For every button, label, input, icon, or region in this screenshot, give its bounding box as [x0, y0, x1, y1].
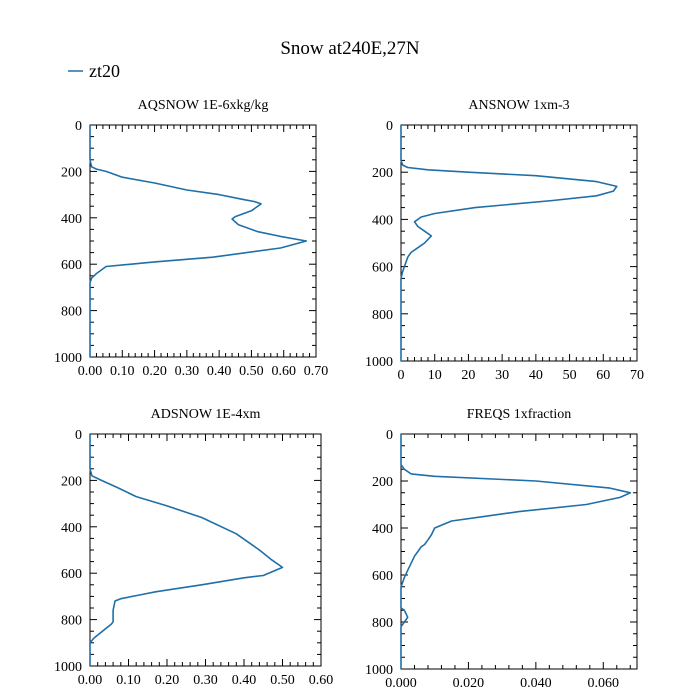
x-tick-label: 0.40 [232, 673, 257, 688]
y-tick-label: 600 [61, 567, 82, 582]
x-tick-label: 0.60 [271, 364, 296, 379]
x-tick-label: 0.70 [304, 364, 329, 379]
y-tick-label: 1000 [54, 660, 82, 675]
y-tick-label: 600 [372, 261, 393, 276]
x-tick-label: 0.10 [116, 673, 141, 688]
x-tick-label: 0.20 [142, 364, 167, 379]
y-tick-label: 1000 [365, 355, 393, 370]
x-tick-label: 0.50 [239, 364, 264, 379]
y-tick-label: 400 [61, 212, 82, 227]
x-tick-label: 0.60 [309, 673, 334, 688]
series-line-zt20 [400, 125, 618, 361]
panel-title: FREQS 1xfraction [467, 407, 572, 422]
x-tick-label: 0.00 [78, 364, 103, 379]
y-tick-label: 600 [372, 569, 393, 584]
x-tick-label: 0.10 [110, 364, 135, 379]
x-tick-label: 0.30 [193, 673, 218, 688]
y-tick-label: 800 [372, 308, 393, 323]
x-tick-label: 60 [596, 368, 610, 383]
x-tick-label: 0.060 [588, 676, 620, 691]
x-tick-label: 70 [630, 368, 644, 383]
x-tick-label: 40 [529, 368, 543, 383]
legend-label: zt20 [89, 61, 120, 81]
x-tick-label: 0.000 [385, 676, 417, 691]
y-tick-label: 1000 [54, 351, 82, 366]
x-tick-label: 10 [428, 368, 442, 383]
legend: zt20 [68, 61, 120, 81]
y-tick-label: 400 [372, 522, 393, 537]
chart-panel-2: ANSNOW 1xm-3 0 200 400 600 800 1000 0 10 20 30 40 50… [365, 98, 644, 383]
figure-title: Snow at240E,27N [280, 38, 420, 59]
y-tick-label: 600 [61, 258, 82, 273]
panel-title: ADSNOW 1E-4xm [151, 407, 261, 422]
y-tick-label: 400 [61, 521, 82, 536]
panel-title: ANSNOW 1xm-3 [468, 98, 569, 113]
y-tick-label: 0 [386, 119, 393, 134]
y-tick-label: 800 [372, 616, 393, 631]
x-tick-label: 0.30 [175, 364, 200, 379]
y-tick-label: 800 [61, 305, 82, 320]
x-tick-label: 0.20 [155, 673, 180, 688]
y-tick-label: 200 [372, 166, 393, 181]
x-tick-label: 0.40 [207, 364, 232, 379]
plot-frame [400, 124, 638, 362]
series-line-zt20 [400, 434, 632, 669]
y-tick-label: 0 [75, 119, 82, 134]
x-tick-label: 0 [398, 368, 405, 383]
series-line-zt20 [89, 125, 308, 357]
x-tick-label: 0.020 [453, 676, 485, 691]
y-tick-label: 0 [386, 428, 393, 443]
y-tick-label: 200 [61, 474, 82, 489]
x-tick-label: 20 [461, 368, 475, 383]
x-tick-label: 0.040 [520, 676, 552, 691]
plot-frame [400, 433, 638, 670]
y-tick-label: 200 [61, 165, 82, 180]
plot-frame [89, 433, 322, 667]
y-tick-label: 800 [61, 614, 82, 629]
y-tick-label: 200 [372, 475, 393, 490]
plot-frame [89, 124, 317, 358]
x-tick-label: 0.00 [78, 673, 103, 688]
x-tick-label: 50 [563, 368, 577, 383]
y-tick-label: 1000 [365, 663, 393, 678]
series-line-zt20 [89, 434, 284, 666]
y-tick-label: 0 [75, 428, 82, 443]
panel-title: AQSNOW 1E-6xkg/kg [138, 98, 269, 113]
x-tick-label: 30 [495, 368, 509, 383]
x-tick-label: 0.50 [270, 673, 295, 688]
y-tick-label: 400 [372, 213, 393, 228]
